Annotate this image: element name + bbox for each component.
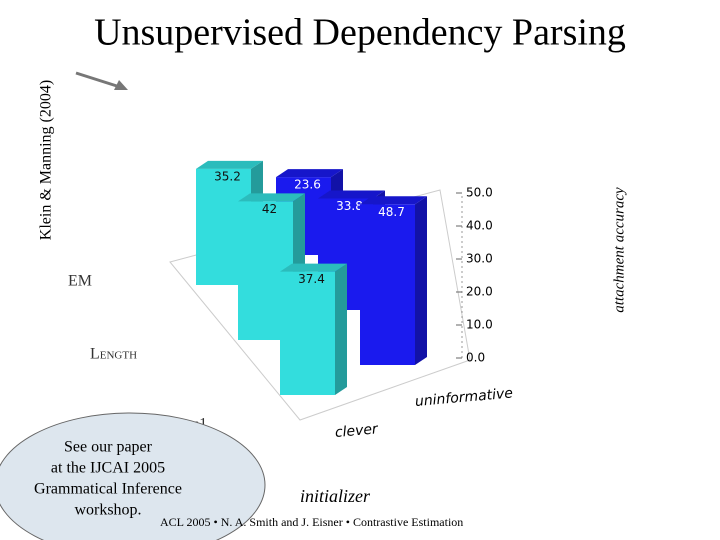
legend-label: uninformative bbox=[414, 385, 513, 410]
bar-side bbox=[415, 196, 427, 365]
callout bbox=[0, 412, 266, 540]
chart: 0.0 10.0 20.0 30.0 40.0 50.0 23.6 35.2 33.8 42 48.… bbox=[68, 160, 514, 441]
y-tick-label: 40.0 bbox=[466, 219, 493, 233]
data-label: 23.6 bbox=[294, 178, 321, 192]
data-label: 48.7 bbox=[378, 205, 405, 219]
bar-top bbox=[238, 193, 305, 202]
footer: ACL 2005 • N. A. Smith and J. Eisner • C… bbox=[160, 515, 463, 529]
x-axis-label: initializer bbox=[300, 486, 371, 506]
arrow bbox=[75, 71, 121, 89]
callout-line: at the IJCAI 2005 bbox=[51, 460, 165, 477]
y-tick-label: 0.0 bbox=[466, 351, 485, 365]
legend-label: clever bbox=[334, 421, 379, 441]
arrow-head bbox=[114, 80, 128, 90]
bar-top bbox=[318, 190, 385, 199]
callout-line: Grammatical Inference bbox=[34, 481, 182, 498]
y-tick-label: 50.0 bbox=[466, 186, 493, 200]
data-label: 37.4 bbox=[298, 272, 325, 286]
bar-top bbox=[280, 263, 347, 272]
y-tick-label: 20.0 bbox=[466, 285, 493, 299]
data-label: 35.2 bbox=[214, 169, 241, 183]
bar-side bbox=[335, 263, 347, 395]
callout-line: See our paper bbox=[64, 439, 153, 456]
bar bbox=[360, 204, 415, 365]
bar-top bbox=[360, 196, 427, 205]
data-label: 42 bbox=[262, 202, 277, 216]
y-tick-label: 10.0 bbox=[466, 318, 493, 332]
side-label: Klein & Manning (2004) bbox=[38, 80, 55, 240]
data-label: 33.8 bbox=[336, 199, 363, 213]
row-label: EM bbox=[68, 273, 92, 290]
callout-text: See our paper at the IJCAI 2005 Grammatica… bbox=[34, 439, 182, 519]
callout-line: workshop. bbox=[74, 502, 141, 519]
bar-top bbox=[276, 169, 343, 178]
bar bbox=[280, 271, 335, 395]
title: Unsupervised Dependency Parsing bbox=[94, 12, 626, 54]
y-axis-label: attachment accuracy bbox=[611, 187, 627, 313]
row-label: Length bbox=[90, 346, 137, 363]
y-tick-label: 30.0 bbox=[466, 252, 493, 266]
bar-top bbox=[196, 160, 263, 169]
